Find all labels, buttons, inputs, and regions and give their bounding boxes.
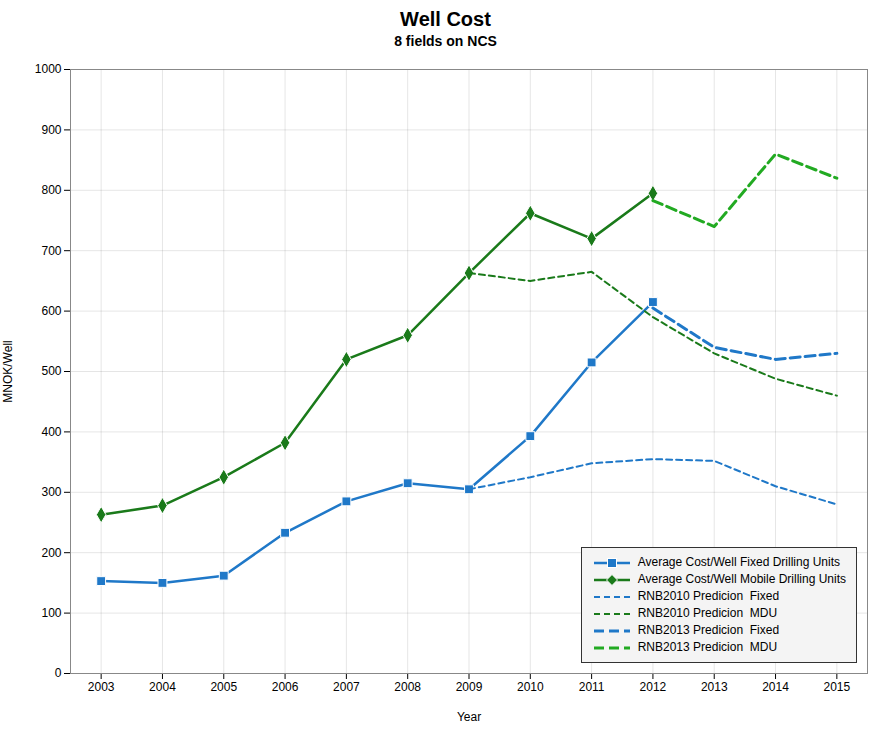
svg-text:2011: 2011 — [579, 680, 605, 694]
svg-text:200: 200 — [41, 546, 61, 560]
svg-text:MNOK/Well: MNOK/Well — [1, 340, 15, 402]
svg-text:Year: Year — [457, 710, 481, 724]
svg-text:700: 700 — [41, 244, 61, 258]
svg-text:2015: 2015 — [823, 680, 850, 694]
html-text:RNB2010 Predicion Fixed: RNB2010 Predicion Fixed — [637, 589, 780, 603]
html-text:Well Cost: Well Cost — [400, 8, 491, 30]
svg-text:400: 400 — [41, 425, 61, 439]
html-text:RNB2010 Predicion MDU: RNB2010 Predicion MDU — [637, 606, 778, 620]
svg-text:2010: 2010 — [517, 680, 544, 694]
svg-text:2004: 2004 — [149, 680, 176, 694]
svg-text:800: 800 — [41, 183, 61, 197]
svg-text:300: 300 — [41, 485, 61, 499]
html-text:8 fields on NCS: 8 fields on NCS — [394, 33, 497, 49]
svg-text:2006: 2006 — [272, 680, 299, 694]
svg-text:2009: 2009 — [456, 680, 483, 694]
svg-text:2003: 2003 — [88, 680, 115, 694]
svg-text:600: 600 — [41, 304, 61, 318]
html-text:Average Cost/Well Mobile Drill: Average Cost/Well Mobile Drilling Units — [637, 572, 846, 586]
svg-text:2007: 2007 — [333, 680, 360, 694]
svg-text:0: 0 — [55, 666, 62, 680]
svg-text:2005: 2005 — [210, 680, 237, 694]
svg-text:2013: 2013 — [701, 680, 728, 694]
html-text:RNB2013 Predicion MDU: RNB2013 Predicion MDU — [637, 640, 778, 654]
svg-text:900: 900 — [41, 123, 61, 137]
html-text:Average Cost/Well Fixed Drilli: Average Cost/Well Fixed Drilling Units — [637, 555, 840, 569]
svg-text:1000: 1000 — [35, 62, 62, 76]
svg-text:2008: 2008 — [394, 680, 421, 694]
svg-text:2012: 2012 — [640, 680, 667, 694]
svg-text:500: 500 — [41, 364, 61, 378]
svg-text:100: 100 — [41, 606, 61, 620]
html-text:RNB2013 Predicion Fixed: RNB2013 Predicion Fixed — [637, 623, 780, 637]
svg-text:2014: 2014 — [762, 680, 789, 694]
